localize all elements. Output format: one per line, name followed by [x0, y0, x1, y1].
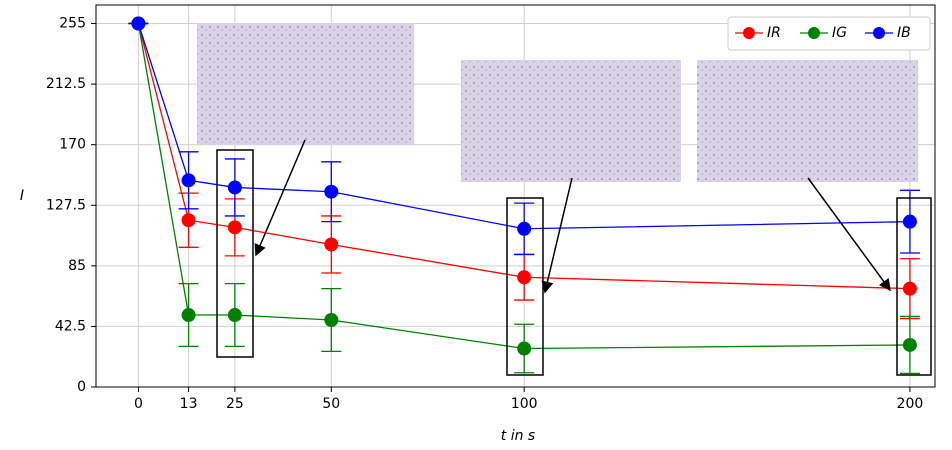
series-line [137, 23, 910, 350]
thumbnails [197, 23, 918, 182]
data-point [324, 184, 339, 199]
data-point [181, 213, 196, 228]
series-line [137, 23, 910, 290]
legend-marker [873, 27, 885, 39]
data-point [324, 313, 339, 328]
legend-label: IG [832, 25, 847, 41]
data-point [324, 237, 339, 252]
data-point [227, 308, 242, 323]
highlight-box [896, 197, 932, 376]
legend-label: IR [767, 25, 781, 41]
data-point [902, 214, 917, 229]
y-axis-label: I [20, 188, 24, 204]
data-point [181, 173, 196, 188]
x-tick-label: 0 [134, 396, 143, 412]
x-tick-label: 100 [511, 396, 538, 412]
plot [128, 16, 920, 375]
tissue-image [461, 60, 681, 182]
highlight-box [216, 149, 254, 358]
x-tick-label: 25 [226, 396, 244, 412]
arrow [254, 139, 306, 257]
tissue-image [197, 23, 414, 145]
x-axis-label: t in s [501, 428, 535, 444]
annotations [216, 139, 932, 376]
data-point [902, 281, 917, 296]
y-tick-label: 127.5 [46, 197, 86, 213]
x-tick-label: 200 [897, 396, 924, 412]
y-tick-label: 212.5 [46, 76, 86, 92]
y-tick-label: 0 [77, 379, 86, 395]
data-point [517, 270, 532, 285]
data-point [517, 221, 532, 236]
plot-frame [95, 4, 936, 388]
y-tick-label: 170 [59, 137, 86, 153]
legend-label: IB [897, 25, 911, 41]
data-point [131, 16, 146, 31]
arrow [807, 177, 891, 292]
y-tick-label: 85 [68, 258, 86, 274]
y-tick-label: 42.5 [55, 318, 86, 334]
legend [727, 16, 931, 51]
x-tick-label: 13 [180, 396, 198, 412]
data-point [902, 337, 917, 352]
legend-marker [808, 27, 820, 39]
x-tick-label: 50 [322, 396, 340, 412]
data-point [227, 180, 242, 195]
tissue-image [697, 60, 918, 182]
data-point [227, 220, 242, 235]
data-point [517, 341, 532, 356]
data-point [181, 308, 196, 323]
arrow [541, 177, 573, 294]
legend-marker [743, 27, 755, 39]
y-tick-label: 255 [59, 16, 86, 32]
